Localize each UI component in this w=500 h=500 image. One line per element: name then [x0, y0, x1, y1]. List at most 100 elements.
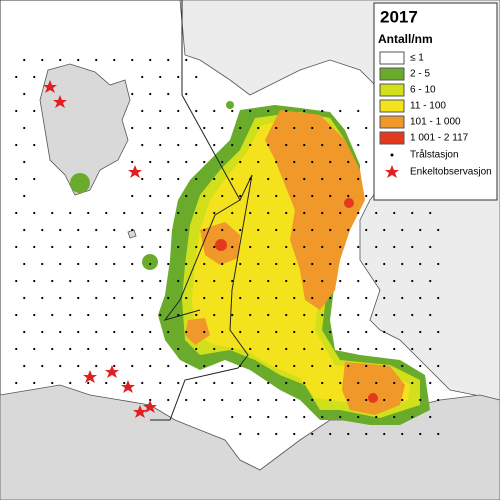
station-dot: [275, 194, 278, 198]
station-dot: [267, 313, 270, 317]
station-dot: [393, 415, 396, 419]
station-dot: [221, 330, 224, 334]
station-dot: [177, 75, 180, 79]
station-dot: [275, 432, 278, 436]
station-dot: [195, 381, 198, 385]
station-dot: [239, 160, 242, 164]
station-dot: [267, 245, 270, 249]
station-dot: [267, 381, 270, 385]
station-dot: [339, 347, 342, 351]
station-dot: [185, 58, 188, 62]
station-dot: [231, 313, 234, 317]
station-dot: [293, 296, 296, 300]
station-dot: [51, 211, 54, 215]
station-dot: [95, 330, 98, 334]
station-dot: [221, 194, 224, 198]
station-dot: [411, 245, 414, 249]
station-dot: [429, 415, 432, 419]
station-dot: [33, 75, 36, 79]
station-dot: [33, 381, 36, 385]
station-dot: [275, 126, 278, 130]
station-dot: [123, 347, 126, 351]
legend-label: 1 001 - 2 117: [410, 133, 469, 144]
station-dot: [357, 279, 360, 283]
station-dot: [77, 296, 80, 300]
station-dot: [159, 245, 162, 249]
station-dot: [329, 296, 332, 300]
station-dot: [149, 92, 152, 96]
station-dot: [365, 160, 368, 164]
station-dot: [321, 245, 324, 249]
station-dot: [393, 313, 396, 317]
station-dot: [293, 330, 296, 334]
station-dot: [23, 58, 26, 62]
station-dot: [393, 381, 396, 385]
station-dot: [113, 296, 116, 300]
station-dot: [105, 211, 108, 215]
station-dot: [131, 126, 134, 130]
station-dot: [23, 262, 26, 266]
station-dot: [113, 330, 116, 334]
station-dot: [321, 211, 324, 215]
station-dot: [51, 245, 54, 249]
station-dot: [293, 126, 296, 130]
station-dot: [77, 228, 80, 232]
station-dot: [149, 364, 152, 368]
station-dot: [303, 177, 306, 181]
station-dot: [95, 228, 98, 232]
station-dot: [95, 364, 98, 368]
station-dot: [275, 330, 278, 334]
station-dot: [195, 279, 198, 283]
station-dot: [221, 296, 224, 300]
legend-swatch: [379, 51, 405, 65]
legend-label: 6 - 10: [410, 85, 436, 96]
station-dot: [293, 432, 296, 436]
station-dot: [221, 364, 224, 368]
station-dot: [33, 279, 36, 283]
station-dot: [177, 279, 180, 283]
station-dot: [105, 245, 108, 249]
station-dot: [437, 228, 440, 232]
station-dot: [69, 313, 72, 317]
station-dot: [123, 245, 126, 249]
station-dot: [365, 398, 368, 402]
station-dot: [185, 194, 188, 198]
station-dot: [221, 262, 224, 266]
station-dot: [69, 211, 72, 215]
legend-label: 11 - 100: [410, 101, 446, 112]
station-dot: [131, 296, 134, 300]
station-dot: [69, 381, 72, 385]
station-dot: [419, 228, 422, 232]
legend-title: 2017: [380, 7, 418, 26]
station-dot: [311, 126, 314, 130]
legend-observation-symbol: [385, 165, 399, 178]
station-dot: [15, 245, 18, 249]
station-dot: [185, 364, 188, 368]
station-dot: [167, 92, 170, 96]
station-dot: [357, 245, 360, 249]
station-dot: [177, 211, 180, 215]
station-dot: [149, 296, 152, 300]
station-dot: [321, 143, 324, 147]
station-dot: [141, 381, 144, 385]
station-dot: [321, 381, 324, 385]
station-dot: [437, 432, 440, 436]
station-dot: [159, 109, 162, 113]
station-dot: [321, 415, 324, 419]
station-dot: [77, 262, 80, 266]
station-dot: [275, 296, 278, 300]
station-dot: [249, 177, 252, 181]
station-dot: [159, 75, 162, 79]
station-dot: [177, 143, 180, 147]
legend-label: Enkeltobservasjon: [410, 167, 492, 178]
station-dot: [33, 109, 36, 113]
station-dot: [149, 398, 152, 402]
stations: [15, 58, 440, 436]
station-dot: [329, 262, 332, 266]
station-dot: [239, 432, 242, 436]
station-dot: [195, 143, 198, 147]
station-dot: [177, 245, 180, 249]
station-dot: [149, 262, 152, 266]
station-dot: [437, 296, 440, 300]
station-dot: [131, 262, 134, 266]
